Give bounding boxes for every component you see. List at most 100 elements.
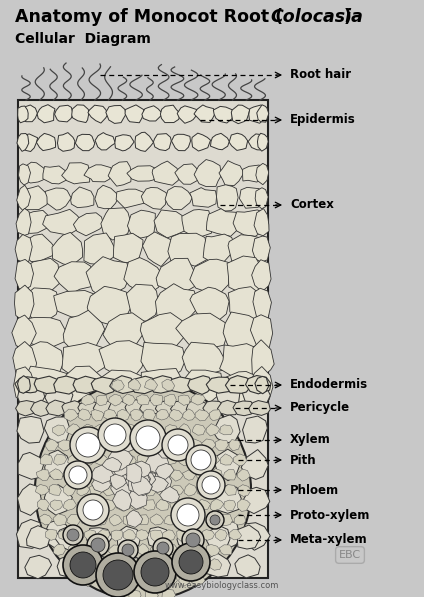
Polygon shape [209,469,222,481]
Polygon shape [190,187,217,207]
Polygon shape [95,185,119,209]
Polygon shape [192,454,205,466]
Polygon shape [103,499,117,511]
Polygon shape [45,188,71,210]
Polygon shape [55,105,73,122]
Polygon shape [36,133,56,150]
Ellipse shape [35,380,251,597]
Polygon shape [123,574,136,586]
Polygon shape [153,471,172,490]
Polygon shape [73,376,100,393]
Polygon shape [78,409,91,420]
Polygon shape [77,484,90,496]
Polygon shape [17,484,42,515]
Polygon shape [144,559,157,571]
Polygon shape [243,416,268,443]
Polygon shape [71,187,94,208]
Polygon shape [202,439,216,451]
Polygon shape [197,484,211,496]
Polygon shape [122,544,135,555]
Polygon shape [249,401,270,416]
Polygon shape [115,484,130,496]
Polygon shape [177,527,202,549]
Polygon shape [150,376,175,393]
Circle shape [136,426,160,450]
Polygon shape [18,383,45,410]
Polygon shape [82,455,95,466]
Polygon shape [178,455,191,466]
Polygon shape [54,376,79,394]
Polygon shape [103,410,117,420]
Polygon shape [14,285,34,322]
Polygon shape [162,530,176,540]
Polygon shape [182,470,196,480]
Polygon shape [117,410,130,421]
Polygon shape [57,556,81,576]
Polygon shape [92,476,112,493]
Polygon shape [17,185,31,210]
Circle shape [141,558,169,586]
Polygon shape [21,259,60,296]
Polygon shape [111,458,132,476]
Polygon shape [81,395,95,405]
Polygon shape [130,485,142,495]
Polygon shape [127,166,159,181]
Polygon shape [106,106,126,124]
Polygon shape [177,554,199,577]
Polygon shape [77,470,89,481]
Circle shape [130,420,166,456]
Polygon shape [151,424,164,436]
Polygon shape [31,400,52,416]
Polygon shape [128,376,156,393]
Polygon shape [179,574,192,586]
Polygon shape [203,234,236,264]
Polygon shape [135,133,153,152]
Polygon shape [81,544,93,555]
Polygon shape [116,469,129,480]
Polygon shape [227,256,265,296]
Polygon shape [243,165,264,182]
Polygon shape [143,469,156,481]
Polygon shape [131,473,153,487]
Polygon shape [78,401,99,415]
Polygon shape [67,515,81,527]
Polygon shape [89,470,102,481]
Polygon shape [219,545,232,555]
Polygon shape [43,166,67,184]
Text: Root hair: Root hair [290,69,351,82]
Polygon shape [117,500,130,511]
Polygon shape [203,401,225,416]
Polygon shape [190,287,229,325]
Polygon shape [170,410,183,421]
Polygon shape [20,288,60,319]
Polygon shape [196,469,209,480]
Polygon shape [87,528,112,548]
Polygon shape [20,210,51,233]
Polygon shape [248,134,268,150]
Polygon shape [117,527,141,550]
Polygon shape [143,500,156,510]
Polygon shape [14,367,36,404]
Polygon shape [18,366,72,405]
Polygon shape [109,401,129,416]
Circle shape [63,545,103,585]
Polygon shape [156,443,180,458]
Polygon shape [205,553,231,577]
Polygon shape [182,342,225,376]
Text: Pericycle: Pericycle [290,402,350,414]
Polygon shape [45,380,73,408]
Polygon shape [238,485,251,496]
Polygon shape [71,439,84,450]
Polygon shape [27,526,50,549]
Polygon shape [127,488,147,509]
Polygon shape [245,376,271,394]
Polygon shape [242,487,270,513]
Circle shape [182,529,204,551]
Polygon shape [142,106,163,121]
Polygon shape [249,105,267,123]
Polygon shape [98,439,111,450]
Polygon shape [188,376,213,395]
Polygon shape [116,189,147,208]
Polygon shape [241,450,268,479]
Polygon shape [195,560,209,570]
